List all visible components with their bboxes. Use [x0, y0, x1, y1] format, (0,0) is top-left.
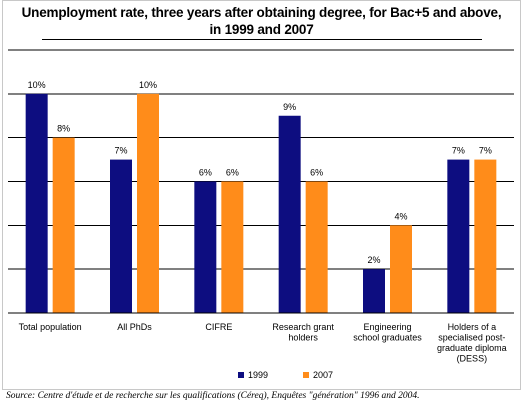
bar-2007: [52, 137, 75, 313]
bar-1999: [363, 269, 385, 313]
category-label: (DESS): [457, 354, 488, 364]
bar-1999: [25, 93, 48, 313]
bar-1999: [447, 159, 470, 313]
data-label: 6%: [310, 168, 323, 178]
data-label: 6%: [199, 168, 212, 178]
legend-label: 2007: [313, 370, 333, 380]
data-label: 9%: [283, 102, 296, 112]
title-underline: [41, 39, 482, 40]
category-label: holders: [288, 333, 318, 343]
chart-title-line2: in 1999 and 2007: [209, 22, 314, 37]
bar-2007: [474, 159, 497, 313]
bar-chart: 10% 8% Total population 7% 10% All PhDs 6% 6% CI…: [8, 49, 514, 380]
data-label: 6%: [226, 168, 239, 178]
legend-swatch-2007: [303, 372, 309, 378]
category-label: Research grant: [272, 322, 334, 332]
category-label: All PhDs: [117, 322, 152, 332]
bar-1999: [194, 181, 217, 313]
data-label: 10%: [28, 80, 46, 90]
bar-2007: [390, 225, 412, 313]
category-label: Holders of a: [448, 322, 497, 332]
chart-frame: [2, 0, 521, 390]
legend-swatch-1999: [238, 372, 244, 378]
chart-title: Unemployment rate, three years after obt…: [0, 4, 523, 40]
data-label: 8%: [57, 124, 70, 134]
bar-2007: [137, 93, 159, 313]
category-label: specialised post-: [438, 333, 505, 343]
bar-1999: [278, 115, 301, 313]
category-label: Engineering: [363, 322, 411, 332]
category-label: graduate diploma: [437, 343, 507, 353]
category-label: Total population: [19, 322, 82, 332]
data-label: 7%: [114, 146, 127, 156]
category-label: school graduates: [353, 333, 422, 343]
legend-label: 1999: [248, 370, 268, 380]
data-label: 2%: [367, 255, 380, 265]
category-label: CIFRE: [205, 322, 232, 332]
source-note: Source: Centre d'étude et de recherche s…: [6, 391, 420, 401]
bar-2007: [221, 181, 244, 313]
chart-title-line1: Unemployment rate, three years after obt…: [21, 5, 502, 20]
bar-1999: [110, 159, 132, 313]
data-label: 10%: [139, 80, 157, 90]
data-label: 4%: [394, 211, 407, 221]
data-label: 7%: [452, 146, 465, 156]
data-label: 7%: [479, 146, 492, 156]
bar-2007: [305, 181, 328, 313]
